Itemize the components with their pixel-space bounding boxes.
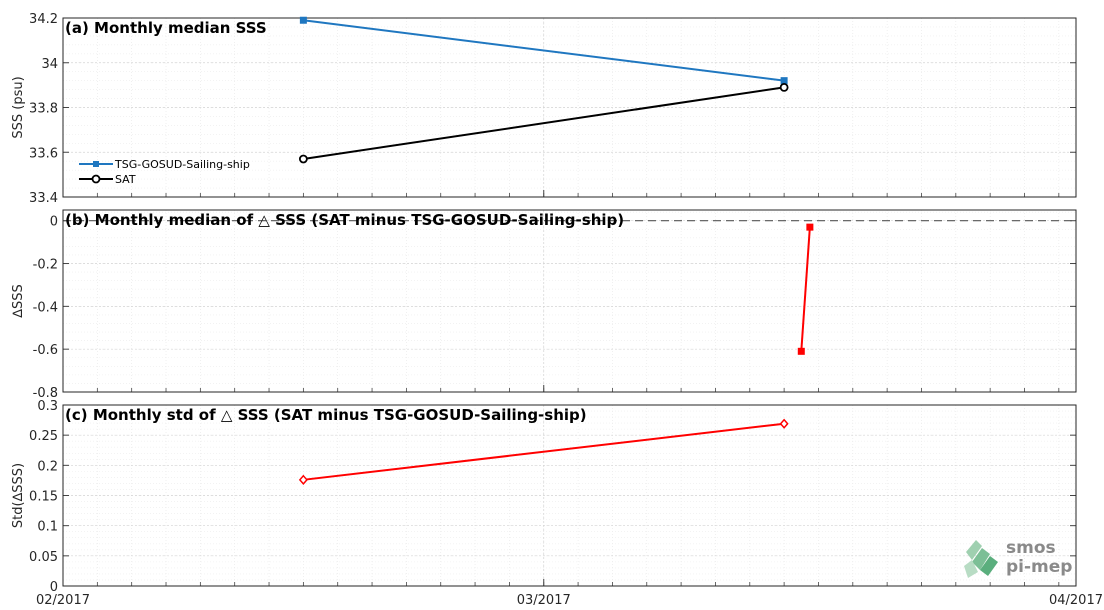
y-tick-label: 34 bbox=[41, 57, 58, 72]
axes-frame bbox=[62, 17, 1077, 198]
y-axis-label: ∆SSS bbox=[11, 284, 26, 318]
data-point bbox=[780, 77, 788, 85]
logo-stripe bbox=[980, 556, 998, 576]
panel-title: (c) Monthly std of △ SSS (SAT minus TSG-… bbox=[65, 406, 587, 424]
y-tick-label: -0.8 bbox=[33, 386, 58, 401]
y-tick-label: -0.4 bbox=[33, 300, 58, 315]
series-line bbox=[800, 227, 811, 352]
logo-stripe bbox=[972, 548, 990, 570]
logo-stripe bbox=[964, 560, 978, 578]
logo-stripe bbox=[966, 540, 982, 560]
panel-c: 0 0.05 0.1 0.15 0.2 0.25 0.3 Std(∆SSS) (c) Month… bbox=[11, 399, 1077, 595]
panel-title: (a) Monthly median SSS bbox=[65, 19, 267, 37]
y-tick-label: 0.05 bbox=[29, 550, 58, 565]
axes-frame bbox=[62, 209, 1077, 393]
legend-marker bbox=[91, 174, 101, 184]
x-tick-label: 04/2017 bbox=[1049, 593, 1103, 608]
y-tick-label: 33.8 bbox=[29, 102, 58, 117]
y-tick-label: 0 bbox=[50, 215, 58, 230]
y-tick-label: -0.6 bbox=[33, 343, 58, 358]
y-tick-label: 0 bbox=[50, 580, 58, 595]
data-point bbox=[779, 418, 789, 429]
y-axis-label: SSS (psu) bbox=[11, 76, 26, 138]
panel-b: -0.8 -0.6 -0.4 -0.2 0 ∆SSS (b) Monthly median … bbox=[11, 209, 1077, 401]
axes-frame bbox=[62, 404, 1077, 587]
data-point bbox=[299, 16, 307, 24]
y-axis-label: Std(∆SSS) bbox=[11, 463, 26, 528]
y-tick-label: 34.2 bbox=[29, 12, 58, 27]
panel-a: 33.4 33.6 33.8 34 34.2 SSS (psu) (a) Monthly m… bbox=[11, 12, 1077, 206]
series-line bbox=[303, 422, 785, 481]
logo-text-line1: smos bbox=[1006, 538, 1056, 558]
y-tick-label: 0.15 bbox=[29, 490, 58, 505]
x-axis-labels: 02/2017 03/2017 04/2017 bbox=[36, 593, 1103, 608]
data-point bbox=[806, 223, 814, 231]
data-point bbox=[298, 154, 308, 164]
legend-marker bbox=[93, 161, 99, 167]
series-line bbox=[303, 19, 785, 82]
x-tick-label: 03/2017 bbox=[517, 593, 571, 608]
plot-area bbox=[63, 210, 1076, 392]
legend: TSG-GOSUD-Sailing-ship SAT bbox=[79, 158, 250, 186]
y-tick-label: 33.4 bbox=[29, 191, 58, 206]
y-tick-label: 0.25 bbox=[29, 429, 58, 444]
y-tick-label: 0.2 bbox=[37, 459, 58, 474]
data-point bbox=[779, 82, 789, 92]
logo-mark bbox=[964, 540, 998, 578]
series-line bbox=[303, 86, 785, 160]
panel-title: (b) Monthly median of △ SSS (SAT minus T… bbox=[65, 211, 624, 229]
y-tick-label: 0.3 bbox=[37, 399, 58, 414]
y-tick-label: -0.2 bbox=[33, 258, 58, 273]
y-tick-label: 0.1 bbox=[37, 520, 58, 535]
y-tick-label: 33.6 bbox=[29, 146, 58, 161]
legend-label: TSG-GOSUD-Sailing-ship bbox=[114, 158, 250, 171]
data-point bbox=[797, 347, 805, 355]
legend-label: SAT bbox=[115, 173, 136, 186]
smos-pimep-logo: smos pi-mep bbox=[964, 538, 1072, 578]
logo-text-line2: pi-mep bbox=[1006, 557, 1072, 577]
data-point bbox=[298, 474, 308, 485]
x-tick-label: 02/2017 bbox=[36, 593, 90, 608]
